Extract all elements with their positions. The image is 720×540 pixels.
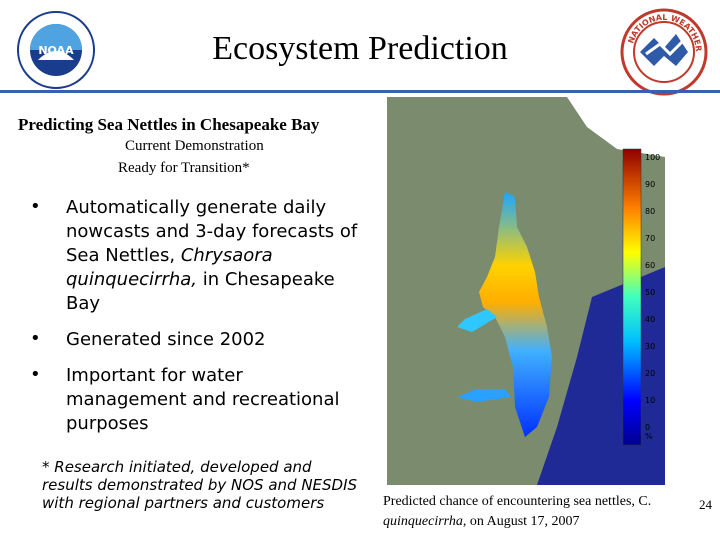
potomac-river	[457, 309, 497, 332]
subtitle: Predicting Sea Nettles in Chesapeake Bay	[18, 115, 320, 134]
bullet-text-3: Important for water management and recre…	[66, 364, 366, 436]
bullet-marker-2: •	[30, 328, 41, 349]
caption-species: quinquecirrha	[383, 514, 463, 529]
map-outside-area	[567, 97, 665, 157]
bullet-1-line-4: quinquecirrha, in Chesapeake	[66, 268, 366, 292]
caption-line-1: Predicted chance of encountering sea net…	[383, 494, 652, 509]
colorbar-tick-label: 100	[645, 153, 660, 162]
noaa-logo-text: NOAA	[38, 44, 74, 57]
colorbar-tick-label: 0	[645, 423, 650, 432]
demo-status-line-1: Current Demonstration	[125, 138, 264, 154]
bullet-3-line-1: Important for water	[66, 365, 243, 386]
colorbar-tick-label: 80	[645, 207, 655, 216]
bullet-1-species: quinquecirrha,	[66, 269, 198, 290]
page-title: Ecosystem Prediction	[212, 30, 508, 67]
bullet-text-2: Generated since 2002	[66, 328, 366, 352]
bullet-1-text-location: in Chesapeake	[197, 269, 335, 290]
demo-status-line-2: Ready for Transition*	[118, 160, 250, 176]
colorbar-tick-label: 40	[645, 315, 655, 324]
footnote: * Research initiated, developed and resu…	[42, 458, 362, 512]
bullet-marker-3: •	[30, 364, 41, 385]
bullet-1-text-sea-nettles: Sea Nettles,	[66, 245, 181, 266]
bullet-1-line-3: Sea Nettles, Chrysaora	[66, 244, 366, 268]
footnote-line-2: results demonstrated by NOS and NESDIS	[42, 476, 358, 494]
colorbar-tick-label: 90	[645, 180, 655, 189]
bullet-1-line-1: Automatically generate daily	[66, 197, 327, 218]
colorbar-tick-label: 50	[645, 288, 655, 297]
bullet-3-line-3: purposes	[66, 413, 149, 434]
title-divider	[0, 90, 720, 93]
colorbar-tick-label: 70	[645, 234, 655, 243]
colorbar	[622, 148, 642, 446]
nws-logo: NATIONAL WEATHER SERVICE	[620, 8, 708, 96]
footnote-line-3: with regional partners and customers	[42, 494, 325, 512]
colorbar-unit-label: %	[645, 432, 653, 441]
map-caption: Predicted chance of encountering sea net…	[383, 492, 683, 532]
bullet-1-genus: Chrysaora	[180, 245, 273, 266]
colorbar-tick-label: 30	[645, 342, 655, 351]
bullet-3-line-2: management and recreational	[66, 389, 340, 410]
bullet-1-line-5: Bay	[66, 293, 101, 314]
noaa-logo: NOAA	[17, 11, 95, 89]
slide-number: 24	[699, 497, 712, 512]
caption-date: , on August 17, 2007	[462, 514, 580, 529]
footnote-line-1: * Research initiated, developed and	[42, 458, 312, 476]
chesapeake-bay	[479, 192, 552, 437]
bullet-1-line-2: nowcasts and 3-day forecasts of	[66, 221, 358, 242]
caption-line-2: quinquecirrha, on August 17, 2007	[383, 512, 683, 532]
bullet-marker-1: •	[30, 196, 41, 217]
colorbar-tick-label: 60	[645, 261, 655, 270]
james-river	[457, 389, 511, 402]
bullet-2-line-1: Generated since 2002	[66, 329, 266, 350]
colorbar-tick-label: 10	[645, 396, 655, 405]
colorbar-tick-label: 20	[645, 369, 655, 378]
bullet-text-1: Automatically generate daily nowcasts an…	[66, 196, 366, 316]
